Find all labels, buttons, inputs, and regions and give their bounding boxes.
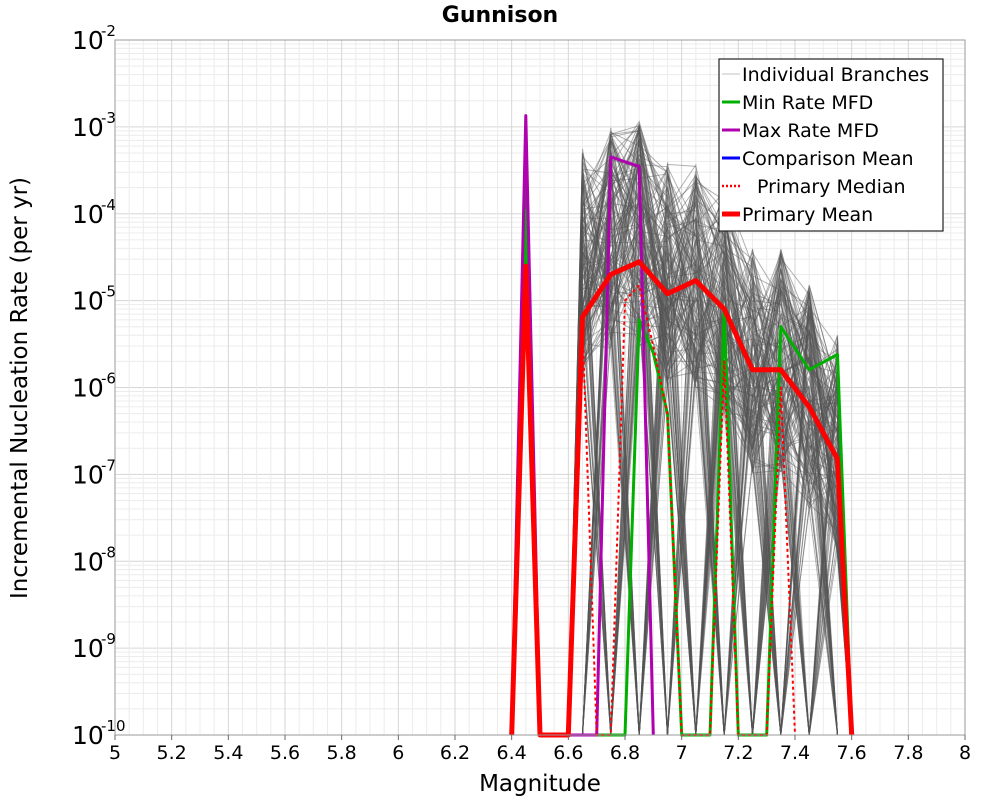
x-tick-label: 6.2	[440, 742, 470, 764]
legend-label: Min Rate MFD	[742, 92, 873, 114]
x-tick-label: 5.6	[270, 742, 300, 764]
x-axis-label: Magnitude	[479, 771, 601, 797]
x-tick-label: 5.2	[157, 742, 187, 764]
x-tick-label: 5.4	[213, 742, 243, 764]
y-tick-label: 10	[72, 634, 104, 663]
y-tick-label: 10	[72, 460, 104, 489]
x-tick-label: 7.6	[837, 742, 867, 764]
y-tick-label: 10	[72, 26, 104, 55]
y-tick-label: 10	[72, 721, 104, 750]
x-tick-label: 5.8	[327, 742, 357, 764]
y-tick-exponent: -2	[101, 22, 116, 40]
x-tick-label: 6.8	[610, 742, 640, 764]
y-axis-label: Incremental Nucleation Rate (per yr)	[7, 177, 33, 599]
y-tick-label: 10	[72, 287, 104, 316]
y-tick-exponent: -10	[101, 717, 126, 735]
x-tick-label: 8	[959, 742, 971, 764]
legend-label: Max Rate MFD	[742, 120, 879, 142]
y-tick-exponent: -3	[101, 109, 116, 127]
y-tick-label: 10	[72, 374, 104, 403]
y-tick-exponent: -9	[101, 630, 116, 648]
x-tick-label: 7.8	[893, 742, 923, 764]
legend-label: Primary Median	[757, 176, 906, 198]
y-tick-label: 10	[72, 113, 104, 142]
y-tick-label: 10	[72, 547, 104, 576]
y-tick-exponent: -5	[101, 283, 116, 301]
y-tick-exponent: -8	[101, 543, 116, 561]
x-tick-label: 7.2	[723, 742, 753, 764]
x-tick-label: 6	[392, 742, 404, 764]
x-tick-label: 7	[676, 742, 688, 764]
y-tick-exponent: -7	[101, 456, 116, 474]
x-tick-label: 6.6	[553, 742, 583, 764]
x-tick-label: 5	[109, 742, 121, 764]
legend-label: Individual Branches	[742, 64, 929, 86]
y-tick-label: 10	[72, 200, 104, 229]
x-tick-labels: 5 5.2 5.4 5.6 5.8 6 6.2 6.4 6.6 6.8 7 7.2 7.4 7.6 7.8 8	[109, 735, 971, 764]
legend: Individual Branches Min Rate MFD Max Rate …	[718, 58, 944, 232]
y-tick-exponent: -4	[101, 196, 116, 214]
legend-label: Comparison Mean	[742, 148, 914, 170]
plot-frame	[114, 39, 966, 736]
legend-label: Primary Mean	[742, 204, 873, 226]
legend-box	[718, 58, 944, 232]
x-tick-label: 6.4	[497, 742, 527, 764]
chart-title: Gunnison	[442, 3, 558, 28]
x-tick-label: 7.4	[780, 742, 810, 764]
y-tick-exponent: -6	[101, 370, 116, 388]
